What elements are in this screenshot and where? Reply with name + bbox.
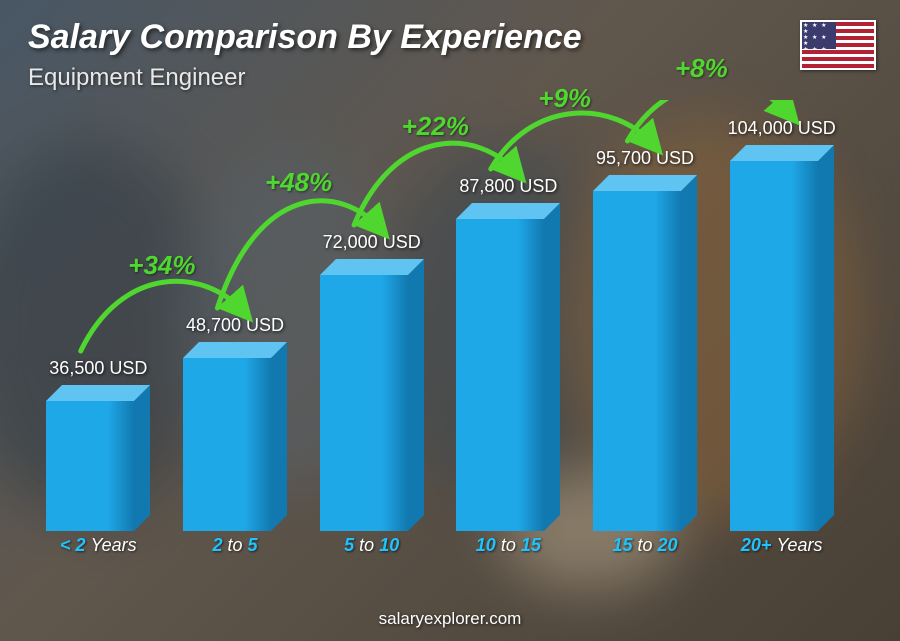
pct-increase-label: +48%	[265, 167, 332, 198]
x-axis-label: 5 to 10	[303, 535, 440, 561]
bar-value-label: 72,000 USD	[323, 232, 421, 253]
bar-value-label: 36,500 USD	[49, 358, 147, 379]
source-footer: salaryexplorer.com	[0, 609, 900, 629]
bar-value-label: 95,700 USD	[596, 148, 694, 169]
bar-slot: 95,700 USD	[577, 100, 714, 531]
bar-slot: 87,800 USD	[440, 100, 577, 531]
pct-increase-label: +9%	[538, 83, 591, 114]
salary-bar	[456, 203, 560, 531]
salary-bar-chart: 36,500 USD 48,700 USD 72,000 USD 87,800 USD…	[30, 100, 850, 561]
pct-increase-label: +34%	[128, 250, 195, 281]
salary-bar	[183, 342, 287, 531]
x-axis-label: 20+ Years	[713, 535, 850, 561]
bar-slot: 36,500 USD	[30, 100, 167, 531]
bar-slot: 104,000 USD	[713, 100, 850, 531]
country-flag-icon: ★ ★ ★ ★★ ★ ★ ★★ ★ ★ ★★ ★ ★ ★	[800, 20, 876, 70]
salary-bar	[320, 259, 424, 531]
x-axis-label: < 2 Years	[30, 535, 167, 561]
bar-slot: 72,000 USD	[303, 100, 440, 531]
bar-value-label: 87,800 USD	[459, 176, 557, 197]
x-axis-label: 10 to 15	[440, 535, 577, 561]
bar-slot: 48,700 USD	[167, 100, 304, 531]
pct-increase-label: +22%	[402, 111, 469, 142]
chart-subtitle: Equipment Engineer	[28, 64, 245, 92]
bar-value-label: 104,000 USD	[728, 118, 836, 139]
chart-title: Salary Comparison By Experience	[28, 18, 582, 57]
x-axis-label: 15 to 20	[577, 535, 714, 561]
infographic-stage: Salary Comparison By Experience Equipmen…	[0, 0, 900, 641]
salary-bar	[593, 175, 697, 531]
salary-bar	[730, 145, 834, 531]
x-axis-label: 2 to 5	[167, 535, 304, 561]
bar-value-label: 48,700 USD	[186, 315, 284, 336]
pct-increase-label: +8%	[675, 53, 728, 84]
salary-bar	[46, 385, 150, 531]
